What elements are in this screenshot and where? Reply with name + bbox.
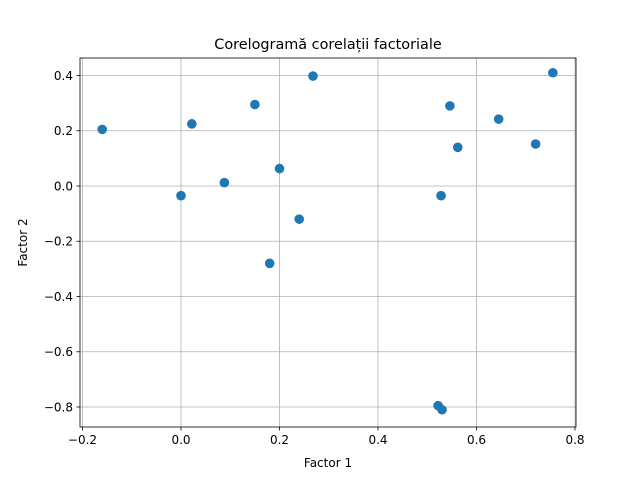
plot-frame xyxy=(79,57,577,428)
y-axis: −0.8 −0.6 −0.4 −0.2 0.0 0.2 0.4 xyxy=(44,69,80,414)
y-tick-label: −0.6 xyxy=(44,345,73,359)
data-point xyxy=(493,114,504,124)
data-point xyxy=(274,163,285,174)
data-point xyxy=(264,258,275,269)
x-tick-label: 0.0 xyxy=(171,433,190,447)
x-axis: −0.2 0.0 0.2 0.4 0.6 0.8 xyxy=(68,427,585,447)
x-axis-title: Factor 1 xyxy=(304,456,352,470)
data-point xyxy=(219,177,230,188)
chart-title: Corelogramă corelații factoriale xyxy=(214,37,442,53)
grid-lines xyxy=(80,58,576,427)
data-point xyxy=(445,101,455,111)
x-tick-label: 0.2 xyxy=(270,433,289,447)
y-tick-label: −0.4 xyxy=(44,290,73,304)
data-points xyxy=(97,67,558,415)
y-tick-label: 0.4 xyxy=(54,69,73,83)
y-tick-label: 0.0 xyxy=(54,179,73,193)
y-tick-label: −0.8 xyxy=(44,400,73,414)
x-tick-label: −0.2 xyxy=(68,433,97,447)
data-point xyxy=(294,214,305,224)
y-tick-label: 0.2 xyxy=(54,124,73,138)
data-point xyxy=(437,404,447,415)
x-tick-label: 0.8 xyxy=(565,433,584,447)
data-point xyxy=(436,190,446,201)
data-point xyxy=(187,119,197,129)
data-point xyxy=(250,99,260,110)
data-point xyxy=(548,67,558,78)
x-tick-label: 0.6 xyxy=(467,433,486,447)
y-tick-label: −0.2 xyxy=(44,235,73,249)
data-point xyxy=(97,124,107,135)
data-point xyxy=(308,71,318,81)
data-point xyxy=(176,190,186,201)
x-tick-label: 0.4 xyxy=(368,433,387,447)
data-point xyxy=(452,142,463,153)
data-point xyxy=(530,139,541,149)
y-axis-title: Factor 2 xyxy=(16,218,30,266)
